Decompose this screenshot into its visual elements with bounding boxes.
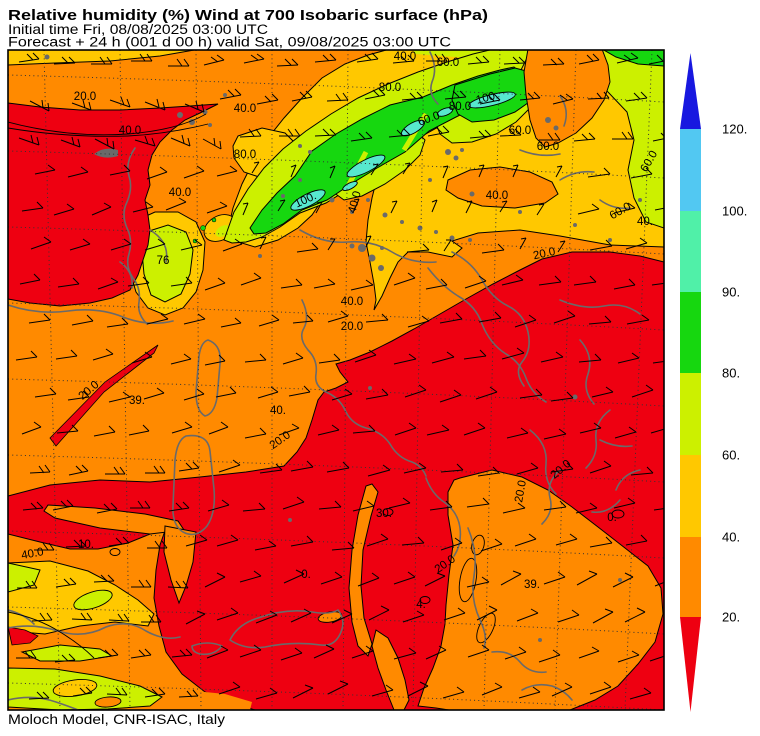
svg-text:30.: 30. (376, 508, 392, 520)
svg-text:0.: 0. (607, 512, 617, 524)
svg-text:60.0: 60.0 (509, 125, 531, 137)
svg-text:90.: 90. (722, 285, 740, 300)
svg-text:40.0: 40.0 (234, 103, 256, 115)
svg-text:20.0: 20.0 (513, 479, 529, 503)
svg-text:60.0: 60.0 (437, 57, 459, 69)
svg-text:60.0: 60.0 (537, 141, 559, 153)
svg-text:40.0: 40.0 (20, 546, 44, 562)
svg-text:20.0: 20.0 (341, 321, 363, 333)
svg-text:Forecast + 24 h (001 d 00 h: Forecast + 24 h (001 d 00 h) valid Sat, … (8, 35, 451, 50)
svg-text:40.: 40. (637, 216, 653, 228)
svg-text:100.: 100. (475, 89, 500, 106)
svg-text:60.: 60. (722, 448, 740, 463)
svg-text:40.0: 40.0 (169, 187, 191, 199)
svg-text:4.: 4. (416, 599, 426, 611)
svg-text:80.0: 80.0 (379, 82, 401, 94)
svg-text:40.0: 40.0 (341, 296, 363, 308)
svg-text:120.: 120. (722, 122, 747, 137)
svg-text:40.: 40. (722, 530, 740, 545)
svg-text:Moloch Model, CNR-ISAC, Italy: Moloch Model, CNR-ISAC, Italy (8, 711, 225, 727)
svg-text:40.0: 40.0 (486, 190, 508, 202)
svg-text:80.: 80. (722, 366, 740, 381)
svg-text:20.0: 20.0 (532, 246, 556, 262)
svg-text:80.0: 80.0 (449, 101, 471, 113)
svg-text:40.0: 40.0 (394, 51, 416, 63)
svg-text:20.0: 20.0 (74, 91, 96, 103)
svg-text:80.0: 80.0 (234, 149, 256, 161)
svg-text:10.: 10. (78, 539, 94, 551)
svg-text:39.: 39. (129, 395, 145, 407)
svg-text:76: 76 (157, 255, 170, 267)
svg-text:Initial time Fri, 08/08/2025: Initial time Fri, 08/08/2025 03:00 UTC (8, 22, 268, 37)
svg-text:40.0: 40.0 (346, 190, 363, 215)
svg-text:0.: 0. (301, 569, 311, 581)
svg-text:20.: 20. (722, 610, 740, 625)
svg-text:40.: 40. (270, 405, 286, 417)
svg-text:100.: 100. (722, 204, 747, 219)
svg-text:Relative humidity (%) Wind at: Relative humidity (%) Wind at 700 Isobar… (8, 7, 488, 24)
svg-text:40.0: 40.0 (119, 125, 141, 137)
svg-text:39.: 39. (524, 579, 540, 591)
